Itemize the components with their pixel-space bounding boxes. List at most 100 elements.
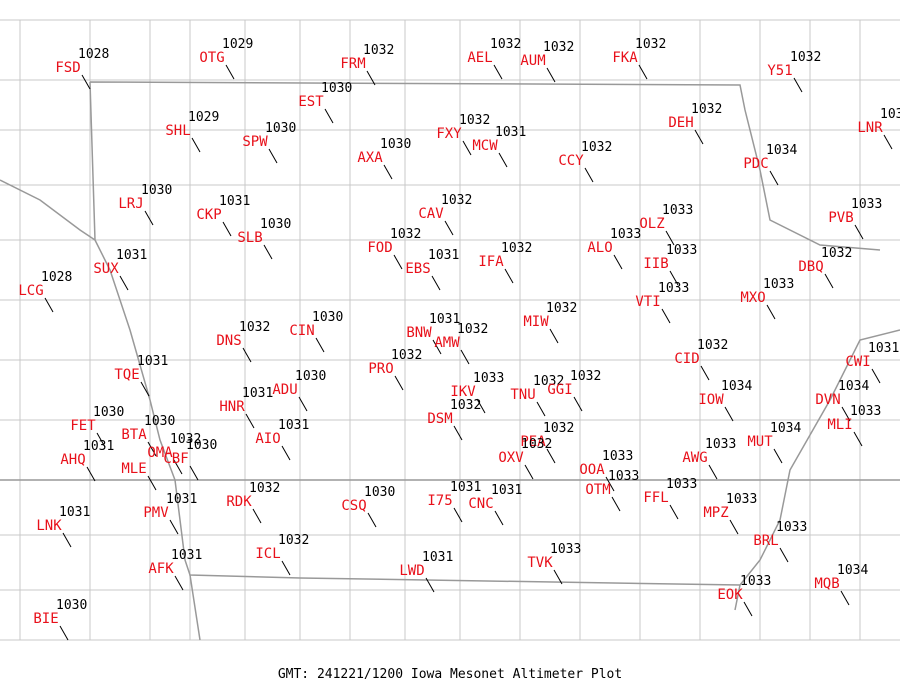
station-id: IIB [643,256,668,272]
wind-barb [779,547,789,563]
altimeter-value: 1032 [170,432,201,447]
altimeter-value: 1033 [726,492,757,507]
station-id: PVB [828,210,853,226]
station-id: CCY [558,153,584,169]
altimeter-value: 1034 [837,563,868,578]
altimeter-value: 1033 [608,469,639,484]
wind-barb [840,590,850,606]
station-id: OMA [147,445,173,461]
wind-barb [553,569,563,585]
station-id: CBF [163,451,188,467]
altimeter-value: 1031 [166,492,197,507]
altimeter-value: 1031 [137,354,168,369]
wind-barb [432,339,442,355]
station-id: IOW [698,392,724,408]
wind-barb [729,519,739,535]
wind-barb [393,254,403,270]
altimeter-value: 1032 [390,227,421,242]
wind-barb [766,304,776,320]
station-id: OTG [199,50,224,66]
altimeter-value: 1029 [222,37,253,52]
wind-barb [853,431,863,447]
altimeter-value: 1032 [249,481,280,496]
altimeter-value: 1031 [422,550,453,565]
altimeter-value: 1034 [721,379,752,394]
altimeter-value: 1032 [490,37,521,52]
altimeter-value: 1030 [141,183,172,198]
altimeter-value: 1033 [473,371,504,386]
altimeter-value: 1033 [850,404,881,419]
altimeter-value: 1033 [666,477,697,492]
wind-barb [453,425,463,441]
station-id: MXO [740,290,765,306]
station-id: ADU [272,382,297,398]
station-id: MCW [472,138,498,154]
station-id: SHL [165,123,190,139]
altimeter-value: 1032 [821,246,852,261]
altimeter-value: 1032 [543,421,574,436]
wind-barb [611,496,621,512]
wind-barb [96,432,106,448]
altimeter-value: 1033 [776,520,807,535]
station-id: LNK [36,518,62,534]
altimeter-value: 1030 [260,217,291,232]
wind-barb [669,504,679,520]
station-id: FKA [612,50,638,66]
station-id: OLZ [639,216,664,232]
altimeter-value: 1031 [428,248,459,263]
altimeter-value: 1032 [543,40,574,55]
station-id: PRO [368,361,393,377]
altimeter-value: 1032 [533,374,564,389]
wind-barb [665,230,675,246]
altimeter-value: 1032 [239,320,270,335]
altimeter-value: 1034 [770,421,801,436]
wind-barb [769,170,779,186]
wind-barb [824,273,834,289]
station-id: SUX [93,261,119,277]
altimeter-value: 1033 [705,437,736,452]
station-id: AIO [255,431,280,447]
wind-barb [394,375,404,391]
wind-barb [425,577,435,593]
altimeter-value: 1031 [219,194,250,209]
wind-barb [546,67,556,83]
plot-title: GMT: 241221/1200 Iowa Mesonet Altimeter … [278,667,622,682]
station-id: CIN [289,323,314,339]
altimeter-value: 1028 [41,270,72,285]
altimeter-value: 1030 [321,81,352,96]
station-id: DNS [216,333,241,349]
station-id: CID [674,351,699,367]
altimeter-value: 1030 [380,137,411,152]
wind-barb [605,476,615,492]
wind-barb [493,64,503,80]
wind-barb [669,270,679,286]
station-id: FET [70,418,96,434]
altimeter-value: 1032 [450,398,481,413]
station-id: FXY [436,126,462,142]
wind-barb [268,148,278,164]
altimeter-value: 1031 [278,418,309,433]
station-id: LNR [857,120,883,136]
wind-barb [86,466,96,482]
station-id: EOK [717,587,743,603]
altimeter-value: 1030 [186,438,217,453]
wind-barb [613,254,623,270]
wind-barb [431,275,441,291]
station-id: IFA [478,254,504,270]
wind-barb [140,381,150,397]
wind-barb [773,448,783,464]
wind-barb [147,475,157,491]
station-id: BNW [406,325,432,341]
wind-barb [281,560,291,576]
station-id: OOA [579,462,605,478]
station-id: LCG [18,283,43,299]
station-id: PEA [520,434,546,450]
wind-barb [694,129,704,145]
wind-barb [62,532,72,548]
altimeter-value: 1032 [501,241,532,256]
station-id: CKP [196,207,221,223]
wind-barb [883,134,893,150]
altimeter-value: 1032 [570,369,601,384]
altimeter-value: 1030 [56,598,87,613]
